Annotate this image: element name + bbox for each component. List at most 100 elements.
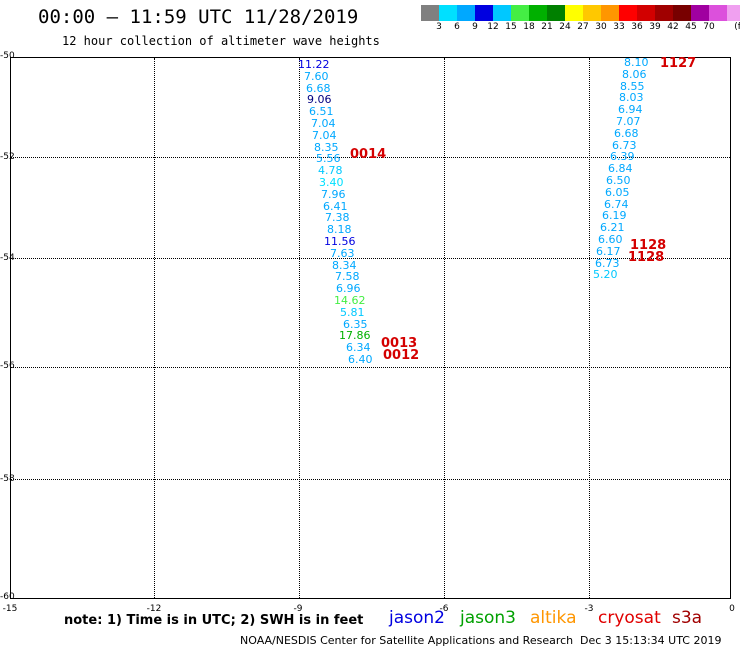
wave-height-value: 3.40 [319, 176, 344, 189]
legend-swatch [421, 5, 439, 21]
wave-height-value: 11.56 [324, 235, 356, 248]
wave-height-value: 7.04 [311, 117, 336, 130]
page-subtitle: 12 hour collection of altimeter wave hei… [62, 34, 380, 48]
wave-height-value: 7.58 [335, 270, 360, 284]
wave-height-value: 8.55 [620, 79, 645, 93]
wave-height-value: 9.06 [307, 93, 332, 107]
legend-swatch [637, 5, 655, 21]
y-tick-label: -60 [0, 592, 15, 602]
wave-height-value: 6.73 [612, 138, 637, 152]
wave-height-value: 7.96 [321, 187, 346, 201]
grid-line-vertical [154, 58, 155, 598]
legend-label: 24 [559, 22, 571, 32]
page-title: 00:00 — 11:59 UTC 11/28/2019 [38, 6, 359, 28]
time-label-0013: 0013 [381, 336, 418, 351]
wave-height-value: 6.05 [605, 185, 630, 199]
wave-height-value: 6.19 [602, 209, 627, 223]
legend-label: 45 [685, 22, 697, 32]
wave-height-value: 6.35 [343, 317, 368, 331]
legend-label: 42 [667, 22, 679, 32]
legend-label: 3 [436, 22, 442, 32]
grid-line-horizontal [11, 157, 730, 158]
legend-label: 6 [454, 22, 460, 32]
wave-height-value: 5.81 [340, 305, 365, 319]
footer-date: Dec 3 15:13:34 UTC 2019 [580, 634, 722, 647]
wave-height-value: 6.51 [309, 105, 334, 119]
legend-swatch [529, 5, 547, 21]
wave-height-value: 6.40 [348, 353, 373, 366]
x-tick-label: -12 [146, 604, 162, 614]
y-tick-label: -54 [0, 253, 15, 263]
legend-label: 21 [541, 22, 553, 32]
wave-height-value: 7.07 [616, 115, 641, 128]
satellite-jason2: jason2 [389, 608, 445, 628]
wave-height-value: 7.38 [325, 211, 350, 225]
wave-height-value: 6.68 [306, 81, 331, 95]
legend-swatch [619, 5, 637, 21]
legend-label: (ft) [734, 22, 740, 32]
wave-height-value: 17.86 [339, 329, 371, 343]
legend-swatch [565, 5, 583, 21]
map-plot-area [10, 57, 731, 599]
legend-swatch [511, 5, 529, 21]
wave-height-value: 6.84 [608, 162, 633, 176]
legend-label: 30 [595, 22, 607, 32]
wave-height-value: 7.60 [304, 69, 329, 83]
wave-height-value: 6.68 [614, 126, 639, 140]
legend-label: 18 [523, 22, 535, 32]
legend-swatch [583, 5, 601, 21]
legend-label: 12 [487, 22, 499, 32]
legend-swatch [673, 5, 691, 21]
wave-height-value: 4.78 [318, 164, 343, 178]
time-label-0014: 0014 [350, 147, 387, 162]
grid-line-horizontal [11, 479, 730, 480]
x-tick-label: -15 [2, 604, 18, 614]
wave-height-value: 6.34 [346, 341, 371, 355]
satellite-s3a: s3a [672, 608, 703, 628]
legend-swatch [691, 5, 709, 21]
time-label-0012: 0012 [383, 348, 420, 363]
time-label-1127: 1127 [660, 56, 697, 71]
wave-height-value: 6.21 [600, 221, 625, 235]
grid-line-vertical [444, 58, 445, 598]
legend-swatch [475, 5, 493, 21]
wave-height-value: 6.73 [595, 256, 620, 270]
wave-height-value: 6.17 [596, 244, 621, 258]
grid-line-vertical [589, 58, 590, 598]
wave-height-value: 8.35 [314, 140, 339, 154]
wave-height-value: 11.22 [298, 58, 330, 71]
legend-label: 39 [649, 22, 661, 32]
y-tick-label: -50 [0, 51, 15, 61]
time-label-1128-b: 1128 [628, 250, 665, 265]
wave-height-value: 6.74 [604, 197, 629, 211]
wave-height-value: 6.39 [610, 150, 635, 164]
x-tick-label: -9 [293, 604, 303, 614]
wave-height-value: 5.56 [316, 152, 341, 166]
legend-swatch [439, 5, 457, 21]
legend-swatch [493, 5, 511, 21]
grid-line-horizontal [11, 367, 730, 368]
satellite-cryosat: cryosat [598, 608, 661, 628]
legend-label: 33 [613, 22, 625, 32]
wave-height-value: 14.62 [334, 294, 366, 307]
legend-swatch [655, 5, 673, 21]
footer-credit: NOAA/NESDIS Center for Satellite Applica… [240, 634, 574, 647]
legend-swatch [547, 5, 565, 21]
wave-height-value: 5.20 [593, 268, 618, 282]
grid-line-vertical [299, 58, 300, 598]
wave-height-value: 8.34 [332, 258, 357, 272]
satellite-jason3: jason3 [460, 608, 516, 628]
grid-line-horizontal [11, 258, 730, 259]
wave-height-value: 8.18 [327, 223, 352, 237]
legend-label: 15 [505, 22, 517, 32]
y-tick-label: -52 [0, 152, 15, 162]
wave-height-value: 6.41 [323, 199, 348, 213]
time-label-1128-a: 1128 [630, 238, 667, 253]
legend-label: 70 [703, 22, 715, 32]
legend-swatch [709, 5, 727, 21]
note-text: note: 1) Time is in UTC; 2) SWH is in fe… [64, 613, 364, 628]
wave-height-value: 6.94 [618, 103, 643, 117]
legend-swatch [457, 5, 475, 21]
wave-height-value: 6.96 [336, 282, 361, 296]
wave-height-value: 8.06 [622, 67, 647, 81]
